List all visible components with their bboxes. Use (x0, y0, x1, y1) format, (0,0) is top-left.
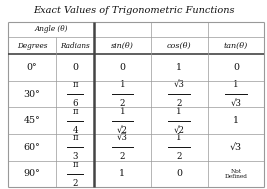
Text: 6: 6 (72, 99, 78, 108)
Text: √2: √2 (174, 126, 185, 135)
Text: 1: 1 (233, 116, 239, 125)
Text: 1: 1 (119, 169, 125, 178)
Text: 60°: 60° (24, 143, 41, 152)
Text: 0: 0 (233, 63, 239, 72)
Text: Radians: Radians (60, 42, 90, 50)
Text: √3: √3 (117, 133, 128, 142)
Text: 2: 2 (176, 99, 182, 108)
Text: 1: 1 (120, 107, 125, 116)
Text: 0: 0 (72, 63, 78, 72)
Text: √3: √3 (174, 80, 184, 89)
Text: tan(θ): tan(θ) (224, 42, 248, 50)
Text: 2: 2 (120, 99, 125, 108)
Text: sin(θ): sin(θ) (111, 42, 134, 50)
Text: 1: 1 (176, 107, 182, 116)
Text: √3: √3 (230, 99, 241, 108)
Text: √2: √2 (117, 126, 128, 135)
Text: 3: 3 (72, 152, 78, 161)
Text: √3: √3 (230, 143, 242, 152)
Text: Degrees: Degrees (17, 42, 47, 50)
Text: 4: 4 (72, 126, 78, 135)
Text: Angle (θ): Angle (θ) (34, 26, 68, 33)
Text: 2: 2 (72, 179, 78, 188)
Text: 2: 2 (176, 152, 182, 161)
Text: π: π (72, 133, 78, 142)
Text: 0°: 0° (27, 63, 37, 72)
Text: 1: 1 (233, 80, 239, 89)
Text: 30°: 30° (24, 90, 41, 99)
Text: 1: 1 (176, 63, 182, 72)
Text: cos(θ): cos(θ) (167, 42, 191, 50)
Text: 2: 2 (120, 152, 125, 161)
Bar (8, 22, 264, 187)
Text: 1: 1 (120, 80, 125, 89)
Text: 90°: 90° (24, 169, 41, 178)
Text: Not
Defined: Not Defined (225, 169, 247, 179)
Text: 0: 0 (119, 63, 125, 72)
Text: π: π (72, 80, 78, 89)
Text: Exact Values of Trigonometric Functions: Exact Values of Trigonometric Functions (33, 6, 234, 15)
Text: π: π (72, 107, 78, 116)
Text: 0: 0 (176, 169, 182, 178)
Text: 45°: 45° (24, 116, 41, 125)
Text: 1: 1 (176, 133, 182, 142)
Text: π: π (72, 160, 78, 169)
